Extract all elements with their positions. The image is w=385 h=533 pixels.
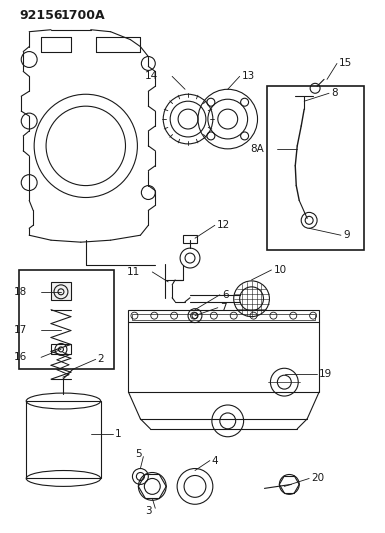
Text: 92156: 92156 <box>19 9 63 22</box>
Text: 14: 14 <box>145 71 158 82</box>
Text: 5: 5 <box>135 449 142 458</box>
Bar <box>19 270 114 369</box>
Text: 7: 7 <box>220 303 226 313</box>
Text: 1: 1 <box>115 429 121 439</box>
Text: 1700A: 1700A <box>61 9 105 22</box>
Text: 16: 16 <box>14 352 27 362</box>
Bar <box>51 282 71 300</box>
Bar <box>183 235 197 243</box>
Text: 13: 13 <box>242 71 255 82</box>
Text: 18: 18 <box>14 287 27 297</box>
Text: 4: 4 <box>212 456 218 466</box>
Bar <box>268 86 364 250</box>
Text: 3: 3 <box>145 506 152 516</box>
Text: 15: 15 <box>339 59 352 68</box>
Text: 8: 8 <box>331 88 338 98</box>
Text: 2: 2 <box>98 354 104 365</box>
Text: 10: 10 <box>273 265 286 275</box>
Bar <box>132 313 315 320</box>
Bar <box>26 401 100 479</box>
Text: 17: 17 <box>14 325 27 335</box>
Text: 12: 12 <box>217 220 230 230</box>
Text: 8A: 8A <box>251 144 264 154</box>
Bar <box>129 310 319 321</box>
Text: 6: 6 <box>222 290 228 300</box>
Text: 11: 11 <box>127 267 141 277</box>
Text: 19: 19 <box>319 369 332 379</box>
Text: 9: 9 <box>343 230 350 240</box>
Bar <box>51 344 71 354</box>
Text: 20: 20 <box>311 473 324 483</box>
